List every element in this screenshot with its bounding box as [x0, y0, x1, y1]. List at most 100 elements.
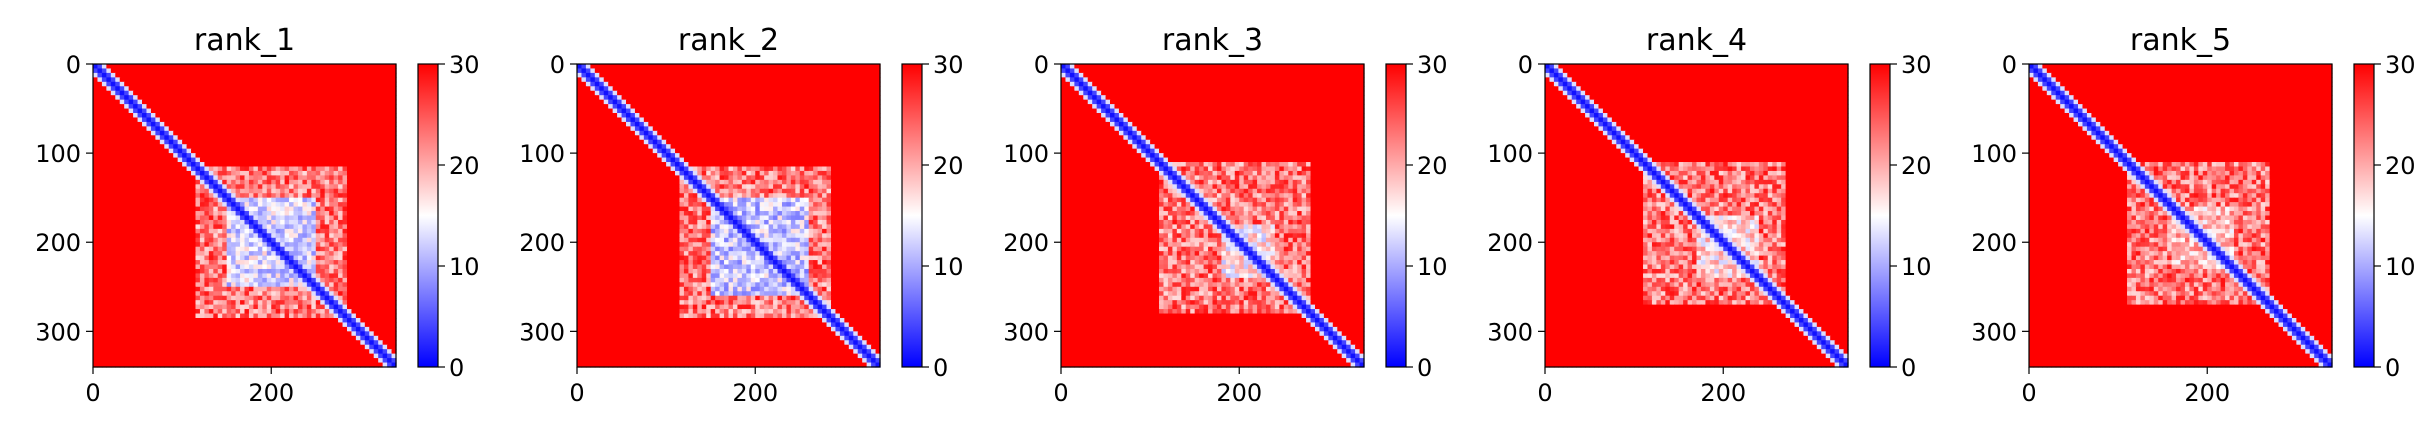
heatmap-cell: [93, 153, 98, 158]
heatmap-cell: [378, 211, 383, 216]
heatmap-cell: [97, 300, 102, 305]
heatmap-cell: [383, 211, 388, 216]
heatmap-cell: [338, 345, 343, 350]
heatmap-cell: [146, 149, 151, 154]
heatmap-cell: [191, 153, 196, 158]
heatmap-cell: [200, 113, 205, 118]
heatmap-cell: [276, 193, 281, 198]
heatmap-cell: [383, 140, 388, 145]
heatmap-cell: [258, 273, 263, 278]
heatmap-cell: [97, 162, 102, 167]
heatmap-cell: [338, 238, 343, 243]
heatmap-cell: [120, 224, 125, 229]
heatmap-cell: [711, 64, 716, 69]
heatmap-cell: [164, 86, 169, 91]
heatmap-cell: [862, 68, 867, 73]
heatmap-cell: [222, 162, 227, 167]
heatmap-cell: [365, 233, 370, 238]
heatmap-cell: [142, 158, 147, 163]
heatmap-cell: [218, 153, 223, 158]
heatmap-cell: [360, 153, 365, 158]
heatmap-cell: [102, 207, 107, 212]
heatmap-cell: [378, 184, 383, 189]
heatmap-cell: [146, 202, 151, 207]
heatmap-cell: [102, 314, 107, 319]
heatmap-cell: [129, 175, 134, 180]
heatmap-cell: [204, 322, 209, 327]
heatmap-cell: [298, 100, 303, 105]
heatmap-cell: [231, 162, 236, 167]
heatmap-cell: [343, 265, 348, 270]
heatmap-cell: [218, 198, 223, 203]
heatmap-cell: [120, 309, 125, 314]
heatmap-cell: [262, 131, 267, 136]
heatmap-cell: [853, 68, 858, 73]
heatmap-cell: [222, 189, 227, 194]
heatmap-cell: [106, 113, 111, 118]
heatmap-cell: [195, 86, 200, 91]
heatmap-cell: [316, 322, 321, 327]
heatmap-cell: [360, 131, 365, 136]
heatmap-cell: [97, 269, 102, 274]
heatmap-cell: [316, 77, 321, 82]
heatmap-cell: [276, 95, 281, 100]
heatmap-cell: [724, 77, 729, 82]
heatmap-cell: [871, 82, 876, 87]
heatmap-cell: [271, 358, 276, 363]
heatmap-cell: [138, 314, 143, 319]
heatmap-cell: [271, 77, 276, 82]
heatmap-cell: [102, 166, 107, 171]
heatmap-cell: [302, 64, 307, 69]
heatmap-cell: [325, 86, 330, 91]
heatmap-cell: [173, 117, 178, 122]
heatmap-cell: [311, 171, 316, 176]
heatmap-cell: [769, 64, 774, 69]
heatmap-cell: [209, 171, 214, 176]
heatmap-cell: [213, 242, 218, 247]
heatmap-cell: [160, 327, 165, 332]
heatmap-cell: [374, 77, 379, 82]
heatmap-cell: [298, 95, 303, 100]
heatmap-cell: [231, 140, 236, 145]
heatmap-cell: [307, 296, 312, 301]
heatmap-cell: [124, 336, 129, 341]
heatmap-cell: [365, 64, 370, 69]
heatmap-cell: [285, 251, 290, 256]
heatmap-cell: [325, 322, 330, 327]
heatmap-cell: [298, 193, 303, 198]
heatmap-cell: [280, 153, 285, 158]
heatmap-cell: [93, 260, 98, 265]
heatmap-cell: [115, 180, 120, 185]
heatmap-cell: [311, 211, 316, 216]
heatmap-cell: [102, 73, 107, 78]
heatmap-cell: [316, 224, 321, 229]
heatmap-cell: [209, 327, 214, 332]
heatmap-cell: [195, 354, 200, 359]
heatmap-cell: [285, 273, 290, 278]
heatmap-cell: [209, 282, 214, 287]
heatmap-cell: [831, 73, 836, 78]
heatmap-cell: [133, 162, 138, 167]
heatmap-cell: [227, 140, 232, 145]
heatmap-cell: [133, 153, 138, 158]
heatmap-cell: [213, 171, 218, 176]
heatmap-cell: [351, 73, 356, 78]
heatmap-cell: [387, 109, 392, 114]
heatmap-cell: [111, 68, 116, 73]
heatmap-cell: [294, 149, 299, 154]
heatmap-cell: [351, 291, 356, 296]
heatmap-cell: [387, 251, 392, 256]
heatmap-cell: [146, 184, 151, 189]
heatmap-cell: [200, 345, 205, 350]
heatmap-cell: [191, 104, 196, 109]
heatmap-cell: [356, 251, 361, 256]
heatmap-cell: [316, 95, 321, 100]
heatmap-cell: [329, 144, 334, 149]
heatmap-cell: [93, 265, 98, 270]
heatmap-cell: [311, 140, 316, 145]
heatmap-cell: [191, 354, 196, 359]
heatmap-cell: [146, 82, 151, 87]
heatmap-cell: [129, 309, 134, 314]
heatmap-cell: [191, 247, 196, 252]
heatmap-cell: [347, 318, 352, 323]
